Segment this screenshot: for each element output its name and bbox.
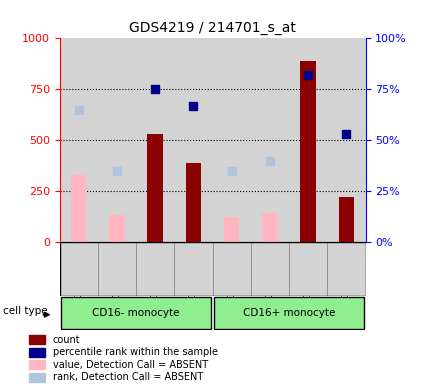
Bar [61,297,210,328]
Bar [251,242,289,296]
Text: rank, Detection Call = ABSENT: rank, Detection Call = ABSENT [53,372,203,382]
Text: cell type: cell type [3,306,48,316]
Bar [214,297,363,328]
Bar [71,175,86,242]
Bar [224,217,239,242]
Text: CD16+ monocyte: CD16+ monocyte [243,308,335,318]
Bar [60,242,98,296]
Bar [147,134,163,242]
Bar [29,335,45,344]
Bar [262,214,278,242]
Bar [136,242,174,296]
Bar [289,242,327,296]
Bar [29,372,45,382]
Bar [109,215,125,242]
Bar [327,242,366,296]
Bar [29,360,45,369]
Bar [98,242,136,296]
Text: count: count [53,334,80,344]
Bar [186,162,201,242]
Bar [29,348,45,356]
Bar [339,197,354,242]
Bar [212,242,251,296]
Title: GDS4219 / 214701_s_at: GDS4219 / 214701_s_at [129,21,296,35]
Bar [300,61,316,242]
Text: percentile rank within the sample: percentile rank within the sample [53,347,218,357]
Bar [174,242,212,296]
Text: value, Detection Call = ABSENT: value, Detection Call = ABSENT [53,359,208,369]
Text: CD16- monocyte: CD16- monocyte [92,308,180,318]
